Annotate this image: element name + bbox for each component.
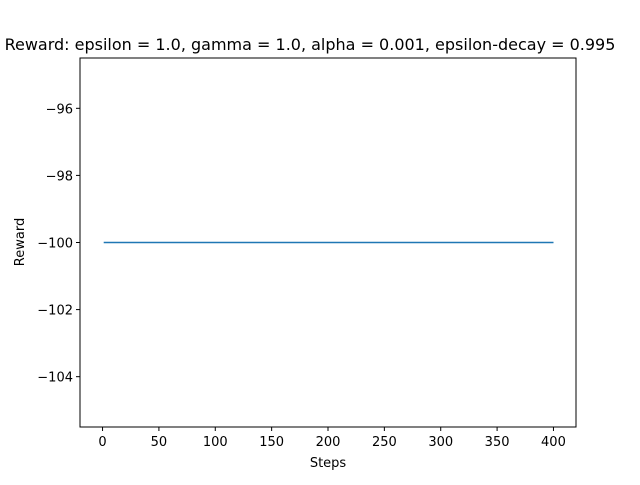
x-tick-label: 350	[485, 435, 510, 450]
x-tick-label: 0	[98, 435, 106, 450]
x-axis-ticks: 0 50 100 150 200 250 300 350 400	[98, 427, 566, 450]
y-tick-label: −102	[37, 304, 73, 319]
x-tick-label: 200	[316, 435, 341, 450]
x-tick-label: 150	[259, 435, 284, 450]
x-axis-label: Steps	[310, 456, 347, 471]
y-tick-label: −96	[46, 102, 73, 117]
y-tick-label: −100	[37, 237, 73, 252]
y-axis-ticks: −96 −98 −100 −102 −104	[37, 102, 80, 386]
chart-title: Reward: epsilon = 1.0, gamma = 1.0, alph…	[5, 35, 616, 54]
y-axis-label: Reward	[13, 218, 28, 266]
y-tick-label: −104	[37, 371, 73, 386]
x-tick-label: 300	[428, 435, 453, 450]
x-tick-label: 100	[203, 435, 228, 450]
x-tick-label: 250	[372, 435, 397, 450]
y-tick-label: −98	[46, 169, 73, 184]
x-tick-label: 50	[151, 435, 168, 450]
x-tick-label: 400	[541, 435, 566, 450]
